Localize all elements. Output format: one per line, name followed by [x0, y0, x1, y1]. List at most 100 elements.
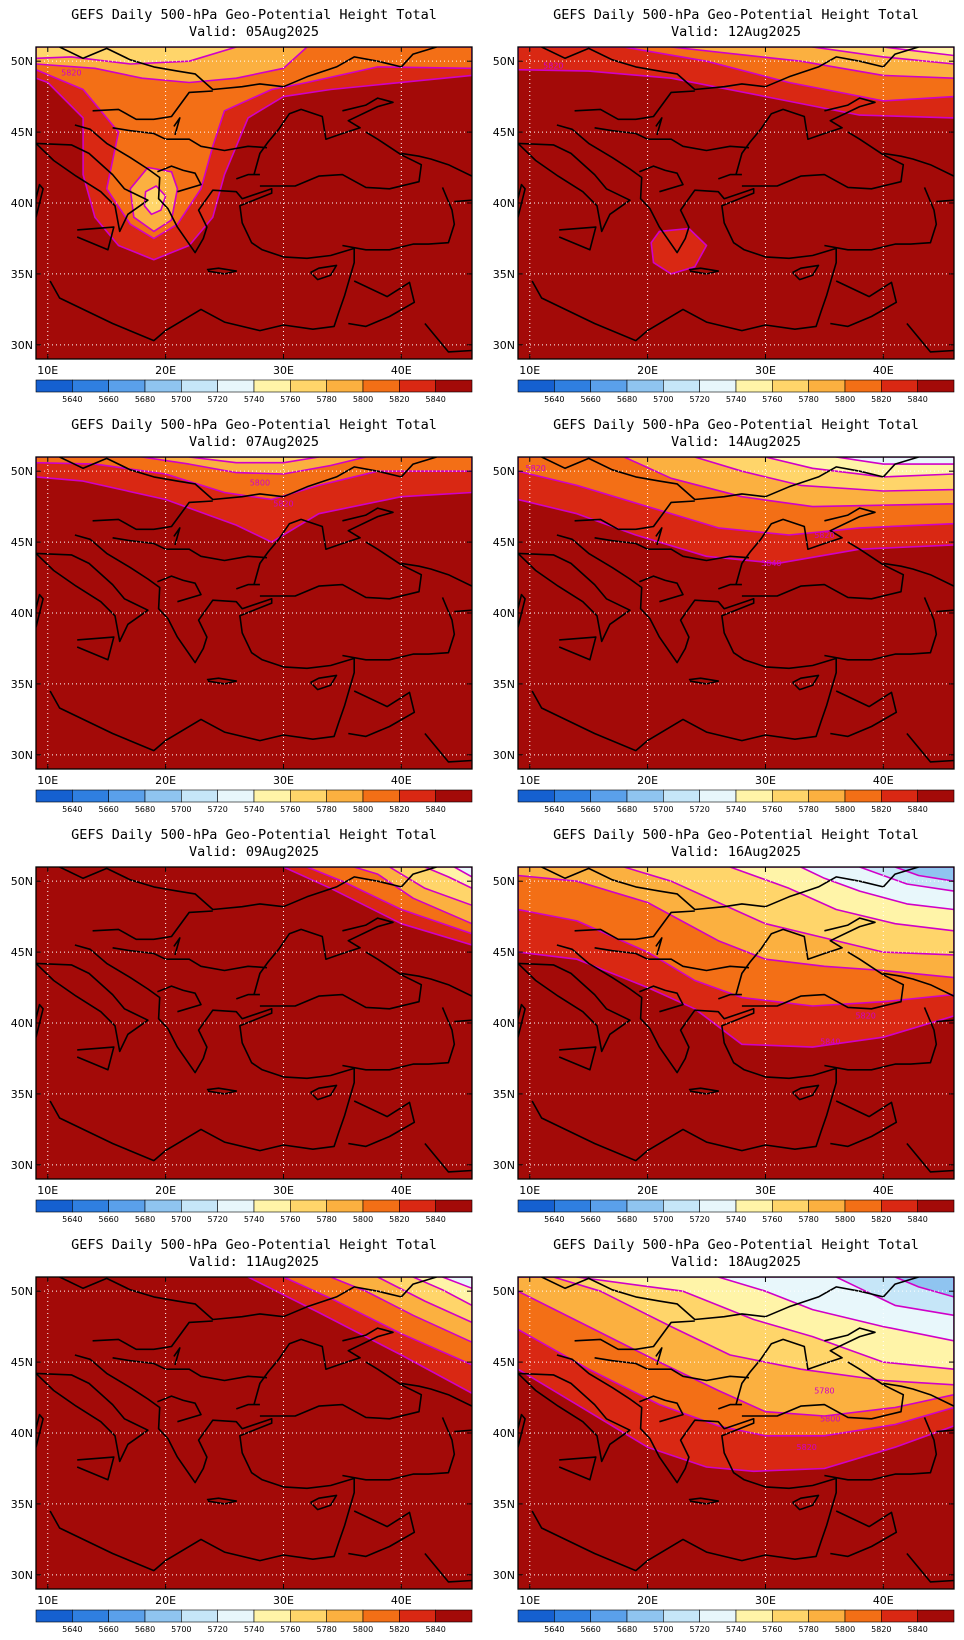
coastline [342, 1007, 456, 1071]
color-bar-cell [72, 1609, 109, 1623]
lat-tick-label: 35N [11, 678, 33, 691]
color-bar-cell [35, 379, 73, 393]
color-bar-cell [326, 1609, 364, 1623]
coastline [424, 322, 472, 353]
color-bar-cell [35, 1609, 73, 1623]
color-bar-label: 5740 [726, 805, 746, 814]
color-bar-label: 5660 [580, 805, 600, 814]
color-bar-cell [554, 1609, 591, 1623]
panel-valid-date: Valid: 14Aug2025 [671, 434, 801, 450]
coastline [401, 972, 472, 997]
contour-label: 5820 [543, 61, 563, 70]
color-bar-cell [362, 1199, 400, 1213]
lat-tick-label: 40N [493, 197, 515, 210]
color-bar-cell [772, 789, 809, 803]
color-bar-cell [517, 1199, 555, 1213]
coastline [259, 541, 423, 600]
coastline [531, 944, 837, 1162]
lon-tick-label: 30E [273, 364, 294, 377]
coastline [173, 117, 181, 136]
lat-tick-label: 35N [493, 678, 515, 691]
color-bar-label: 5800 [835, 395, 855, 404]
color-bar-cell [663, 1199, 700, 1213]
coastline [59, 47, 437, 91]
coastline [558, 636, 597, 661]
color-bar-cell [399, 379, 436, 393]
coastline [236, 173, 260, 180]
coastline [310, 264, 338, 281]
color-bar-cell [554, 789, 591, 803]
color-bar-label: 5660 [98, 805, 118, 814]
height-contour-5740 [412, 1277, 472, 1307]
lon-tick-label: 20E [637, 1594, 658, 1607]
coastline [348, 690, 416, 738]
color-bar-label: 5760 [762, 1215, 782, 1224]
color-bar-label: 5660 [580, 1215, 600, 1224]
lon-tick-label: 20E [155, 364, 176, 377]
coastline [92, 90, 213, 121]
color-bar-cell [517, 789, 555, 803]
lat-tick-label: 35N [493, 1498, 515, 1511]
coastline [342, 187, 456, 251]
color-bar-label: 5780 [316, 395, 336, 404]
contour-label: 5820 [525, 464, 545, 473]
coastline [906, 322, 954, 353]
coastline [830, 280, 898, 328]
color-bar-label: 5740 [244, 805, 264, 814]
color-bar-cell [144, 1199, 182, 1213]
contour-label: 5840 [761, 559, 781, 568]
coastline [541, 1277, 919, 1321]
map-area [36, 1277, 472, 1589]
color-bar-label: 5640 [62, 395, 82, 404]
color-bar-cell [626, 1199, 664, 1213]
color-bar-label: 5660 [580, 1625, 600, 1634]
color-bar-cell [290, 379, 327, 393]
coastline [830, 1100, 898, 1148]
color-bar-label: 5840 [907, 395, 927, 404]
color-bar-label: 5660 [98, 1625, 118, 1634]
color-bar-label: 5780 [316, 1215, 336, 1224]
coastline [688, 677, 720, 685]
color-bar-label: 5640 [544, 805, 564, 814]
color-bar-cell [917, 1199, 955, 1213]
coastline [76, 1456, 115, 1481]
panel-valid-date: Valid: 07Aug2025 [189, 434, 319, 450]
color-bar-label: 5700 [653, 395, 673, 404]
color-bar-cell [663, 379, 700, 393]
color-bar-label: 5720 [207, 1215, 227, 1224]
lon-tick-label: 10E [37, 364, 58, 377]
coastline [342, 597, 456, 661]
color-bar-label: 5760 [762, 805, 782, 814]
lat-tick-label: 50N [11, 875, 33, 888]
color-bar-cell [917, 789, 955, 803]
coastline [688, 1497, 720, 1505]
coastline [541, 867, 919, 911]
lat-tick-label: 40N [11, 1017, 33, 1030]
color-bar-label: 5700 [171, 1215, 191, 1224]
coastline [936, 1019, 954, 1023]
color-bar-label: 5800 [353, 805, 373, 814]
coastline [253, 917, 394, 995]
coastline [883, 972, 954, 997]
coastline [594, 127, 750, 152]
panel-valid-date: Valid: 05Aug2025 [189, 24, 319, 40]
color-bar-label: 5780 [798, 395, 818, 404]
lat-tick-label: 45N [11, 946, 33, 959]
color-bar-cell [772, 1609, 809, 1623]
color-bar-label: 5680 [135, 395, 155, 404]
lat-tick-label: 45N [11, 536, 33, 549]
lon-tick-label: 20E [155, 1594, 176, 1607]
color-bar-cell [108, 1199, 146, 1213]
color-bar-label: 5760 [280, 1625, 300, 1634]
coastline [76, 636, 115, 661]
coastline [236, 993, 260, 1000]
map-panel: GEFS Daily 500-hPa Geo-Potential Height … [493, 827, 955, 1224]
panel-title: GEFS Daily 500-hPa Geo-Potential Height … [553, 417, 919, 433]
map-panel: GEFS Daily 500-hPa Geo-Potential Height … [11, 1237, 473, 1634]
coastline [36, 962, 149, 1053]
lat-tick-label: 35N [11, 1088, 33, 1101]
contour-label: 5800 [820, 1415, 840, 1424]
coastline [718, 583, 742, 590]
color-bar-cell [72, 789, 109, 803]
